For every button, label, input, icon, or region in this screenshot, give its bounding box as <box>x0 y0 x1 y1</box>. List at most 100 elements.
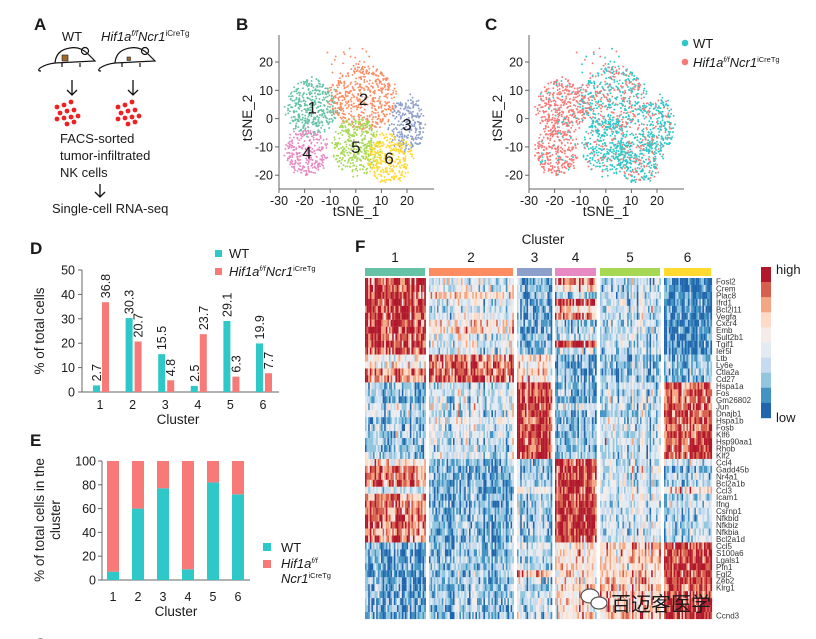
tsne-point <box>587 82 590 85</box>
tsne-point <box>312 86 315 89</box>
tsne-point <box>612 152 615 155</box>
tsne-point <box>539 95 542 98</box>
heatmap-cell <box>382 284 385 293</box>
tsne-point <box>602 117 605 120</box>
tsne-point <box>319 105 322 108</box>
cluster-label: 5 <box>351 138 360 157</box>
tsne-point <box>657 150 660 153</box>
tsne-point <box>567 109 570 112</box>
tsne-point <box>584 158 587 161</box>
tsne-point <box>557 115 560 118</box>
tsne-point <box>359 83 362 86</box>
tsne-point <box>586 161 589 163</box>
heatmap-cell <box>365 542 367 550</box>
tsne-point <box>379 157 382 160</box>
tsne-point <box>284 113 287 116</box>
tsne-point <box>580 111 583 114</box>
tsne-point <box>344 140 347 143</box>
heatmap-cell <box>368 319 370 327</box>
bar-value-label: 7.7 <box>262 352 276 369</box>
tsne-point <box>307 120 310 123</box>
tsne-point <box>555 152 558 155</box>
heatmap-cell <box>369 312 372 320</box>
tsne-point <box>354 83 357 86</box>
heatmap-cell <box>374 278 377 286</box>
heatmap-cell <box>369 542 372 550</box>
tsne-point <box>363 122 366 125</box>
tsne-point <box>341 168 344 171</box>
heatmap-cell <box>379 403 382 411</box>
tsne-point <box>669 123 672 126</box>
tsne-point <box>583 136 586 139</box>
heatmap-cell <box>376 598 378 606</box>
heatmap-cell <box>377 598 380 606</box>
tsne-point <box>577 118 580 121</box>
heatmap-cell <box>387 291 390 299</box>
tsne-point <box>557 129 560 132</box>
tsne-point <box>345 145 348 148</box>
tsne-point <box>553 82 556 85</box>
tsne-point <box>611 165 614 167</box>
tsne-point <box>653 165 656 168</box>
bar-value-label: 36.8 <box>99 274 113 298</box>
tsne-point <box>398 152 401 154</box>
tsne-point <box>330 111 333 114</box>
tsne-point <box>635 79 638 82</box>
tsne-point <box>542 142 544 145</box>
bar-mutant <box>232 376 240 392</box>
tsne-point <box>356 129 359 132</box>
tsne-point <box>412 157 415 160</box>
y-tick-label: -20 <box>255 169 273 183</box>
tsne-point <box>557 136 559 139</box>
tsne-point <box>637 88 640 91</box>
tsne-point <box>338 96 341 99</box>
heatmap-cell <box>373 451 375 460</box>
x-tick-label: 5 <box>210 590 217 604</box>
tsne-point <box>542 95 545 98</box>
tsne-point <box>547 137 549 140</box>
tsne-point <box>654 171 657 174</box>
tsne-point <box>396 142 399 144</box>
tsne-point <box>350 81 353 84</box>
tsne-point <box>594 98 596 101</box>
tsne-point <box>634 85 637 88</box>
tsne-point <box>387 126 390 129</box>
tsne-point <box>595 151 598 154</box>
tsne-point <box>386 139 389 142</box>
tsne-point <box>356 174 359 177</box>
tsne-point <box>607 122 610 125</box>
tsne-point <box>611 138 614 141</box>
heatmap-cell <box>377 375 380 383</box>
heatmap-cells <box>365 278 713 620</box>
y-tick-label: 20 <box>61 337 75 351</box>
tsne-point <box>597 135 600 138</box>
heatmap-cell <box>382 535 385 543</box>
tsne-point <box>630 118 632 121</box>
heatmap-cell <box>369 340 372 348</box>
tsne-point <box>393 123 395 126</box>
tsne-point <box>415 115 418 118</box>
tsne-point <box>609 146 612 149</box>
tsne-point <box>624 159 627 162</box>
heatmap-cell <box>371 465 374 473</box>
tsne-point <box>315 124 318 127</box>
nk-cell-dot <box>115 104 121 110</box>
tsne-point <box>659 149 662 152</box>
tsne-point <box>642 114 645 117</box>
heatmap-cell <box>382 542 385 550</box>
heatmap-cell <box>389 445 391 453</box>
tsne-point <box>398 158 401 161</box>
tsne-point <box>545 148 548 150</box>
heatmap-cell <box>368 451 370 460</box>
tsne-point <box>572 104 575 107</box>
tsne-point <box>304 174 307 177</box>
heatmap-cell <box>365 528 367 536</box>
tsne-point <box>637 120 640 123</box>
tsne-point <box>352 88 355 91</box>
tsne-point <box>652 163 655 166</box>
tsne-point <box>643 87 646 90</box>
tsne-point <box>336 111 338 114</box>
tsne-point <box>584 89 587 92</box>
tsne-point <box>402 141 405 144</box>
tsne-point <box>611 141 613 144</box>
